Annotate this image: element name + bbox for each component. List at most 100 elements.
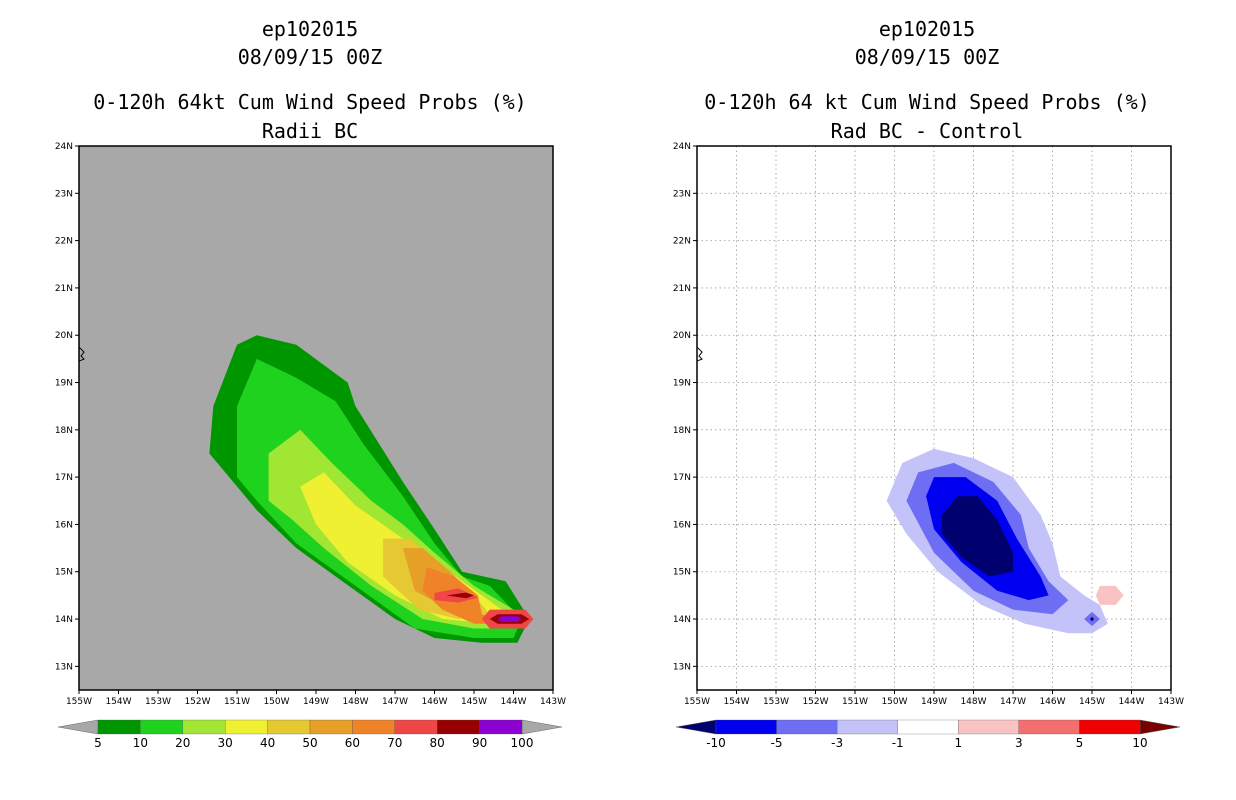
right-datetime: 08/09/15 00Z (854, 45, 1000, 69)
x-tick-label: 144W (500, 697, 526, 707)
x-tick-label: 154W (105, 697, 131, 707)
y-tick-label: 24N (55, 142, 73, 152)
coastline-hawaii (78, 346, 85, 362)
colorbar-swatch (394, 719, 438, 735)
y-tick-label: 18N (55, 426, 73, 436)
colorbar-label: 60 (345, 736, 360, 750)
y-tick-label: 16N (55, 520, 73, 530)
left-plot: 155W 154W 153W 152W 151W 150W 149W 148W 147W 146W… (55, 142, 566, 707)
x-tick-label: 152W (184, 697, 210, 707)
x-tick-label: 144W (1118, 697, 1144, 707)
colorbar-swatch (1079, 719, 1141, 735)
colorbar-low-triangle (57, 719, 99, 735)
x-tick-label: 152W (802, 697, 828, 707)
colorbar-label: 100 (511, 736, 534, 750)
colorbar-label: 20 (175, 736, 190, 750)
x-tick-label: 149W (303, 697, 329, 707)
left-colorbar: 5 10 20 30 40 50 60 70 80 90 100 (57, 719, 563, 750)
x-tick-label: 154W (723, 697, 749, 707)
colorbar-label: 5 (1076, 736, 1084, 750)
colorbar-high-triangle (1139, 719, 1181, 735)
y-tick-label: 23N (55, 189, 73, 199)
x-tick-label: 145W (1079, 697, 1105, 707)
x-tick-label: 150W (881, 697, 907, 707)
left-chart-title: 0-120h 64kt Cum Wind Speed Probs (%) (93, 90, 527, 114)
colorbar-label: 70 (387, 736, 402, 750)
right-storm-id: ep102015 (878, 17, 976, 41)
y-tick-label: 20N (673, 331, 691, 341)
x-tick-label: 148W (960, 697, 986, 707)
colorbar-label: -1 (892, 736, 904, 750)
right-chart-subtitle: Rad BC - Control (830, 119, 1024, 143)
right-colorbar: -10 -5 -3 -1 1 3 5 10 (675, 719, 1181, 750)
colorbar-label: 90 (472, 736, 487, 750)
colorbar-label: 10 (133, 736, 148, 750)
x-tick-label: 148W (342, 697, 368, 707)
colorbar-swatch (352, 719, 395, 735)
colorbar-swatch (309, 719, 353, 735)
y-tick-label: 13N (55, 662, 73, 672)
x-tick-label: 155W (66, 697, 92, 707)
y-tick-label: 20N (55, 331, 73, 341)
colorbar-label: 30 (218, 736, 233, 750)
x-tick-label: 147W (382, 697, 408, 707)
colorbar-label: 80 (430, 736, 445, 750)
x-tick-label: 146W (1039, 697, 1065, 707)
y-tick-label: 24N (673, 142, 691, 152)
contour-region-1 (1095, 585, 1124, 605)
contour-region-80 (446, 592, 474, 599)
colorbar-swatch (182, 719, 226, 735)
colorbar-swatch (836, 719, 898, 735)
y-tick-label: 18N (673, 426, 691, 436)
y-tick-label: 14N (673, 615, 691, 625)
x-tick-label: 146W (421, 697, 447, 707)
colorbar-swatch (897, 719, 959, 735)
y-tick-label: 15N (55, 568, 73, 578)
colorbar-swatch (140, 719, 183, 735)
colorbar-label: 5 (94, 736, 102, 750)
colorbar-label: 40 (260, 736, 275, 750)
y-tick-label: 17N (55, 473, 73, 483)
y-tick-label: 19N (673, 379, 691, 389)
y-tick-label: 15N (673, 568, 691, 578)
colorbar-high-triangle (521, 719, 563, 735)
colorbar-swatch (225, 719, 268, 735)
x-tick-label: 151W (224, 697, 250, 707)
x-tick-label: 153W (763, 697, 789, 707)
colorbar-low-triangle (675, 719, 717, 735)
x-tick-label: 147W (1000, 697, 1026, 707)
y-tick-label: 22N (673, 237, 691, 247)
right-plot: 155W 154W 153W 152W 151W 150W 149W 148W 147W 146W… (673, 142, 1184, 707)
colorbar-swatch (267, 719, 311, 735)
contour-region-neg10 (941, 496, 1013, 577)
right-chart-title: 0-120h 64 kt Cum Wind Speed Probs (%) (704, 90, 1150, 114)
y-tick-label: 17N (673, 473, 691, 483)
y-tick-label: 21N (673, 284, 691, 294)
left-chart-subtitle: Radii BC (261, 119, 359, 143)
colorbar-swatch (776, 719, 838, 735)
colorbar-label: -10 (706, 736, 726, 750)
x-tick-label: 151W (842, 697, 868, 707)
contour-region-90 (497, 616, 522, 622)
left-datetime: 08/09/15 00Z (237, 45, 383, 69)
colorbar-swatch (715, 719, 777, 735)
x-tick-label: 155W (684, 697, 710, 707)
y-tick-label: 14N (55, 615, 73, 625)
y-tick-label: 21N (55, 284, 73, 294)
colorbar-swatch (479, 719, 523, 735)
y-tick-label: 16N (673, 520, 691, 530)
x-tick-label: 153W (145, 697, 171, 707)
colorbar-swatch (97, 719, 141, 735)
y-tick-label: 19N (55, 379, 73, 389)
colorbar-label: 3 (1015, 736, 1023, 750)
x-tick-label: 150W (263, 697, 289, 707)
left-storm-id: ep102015 (261, 17, 359, 41)
colorbar-swatch (958, 719, 1020, 735)
colorbar-label: -3 (831, 736, 843, 750)
x-tick-label: 145W (461, 697, 487, 707)
x-tick-label: 143W (540, 697, 566, 707)
x-tick-label: 143W (1158, 697, 1184, 707)
colorbar-swatch (1018, 719, 1080, 735)
colorbar-label: -5 (771, 736, 783, 750)
colorbar-label: 1 (954, 736, 962, 750)
